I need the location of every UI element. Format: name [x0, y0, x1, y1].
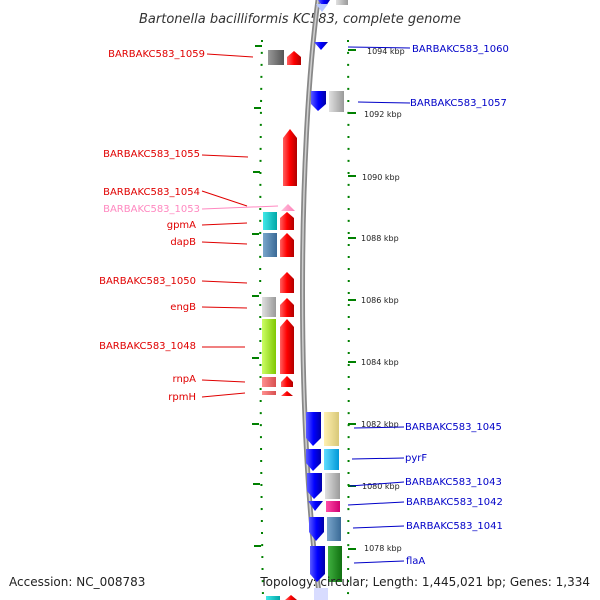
- gene-BARBAKC583_1050[interactable]: [280, 272, 294, 293]
- gene-BARBAKC583_1042[interactable]: [308, 501, 340, 512]
- gene-rpmH[interactable]: [262, 391, 293, 396]
- right-dotted-ruler: [347, 39, 350, 600]
- kbp-label: 1080 kbp: [362, 482, 400, 491]
- gene-partial-bottom-left[interactable]: [266, 595, 297, 600]
- leader-line-pink: [201, 205, 279, 210]
- genome-summary-text: Topology: circular; Length: 1,445,021 bp…: [259, 575, 590, 589]
- label-BARBAKC583_1042[interactable]: BARBAKC583_1042: [406, 497, 503, 508]
- gene-rnpA[interactable]: [262, 376, 293, 387]
- gene-BARBAKC583_1041[interactable]: [309, 517, 341, 541]
- kbp-label: 1092 kbp: [364, 110, 402, 119]
- kbp-label: 1090 kbp: [362, 173, 400, 182]
- right-leader-lines: [347, 46, 411, 564]
- left-major-ticks: [252, 45, 262, 547]
- label-pyrF[interactable]: pyrF: [405, 453, 427, 464]
- label-rnpA[interactable]: rnpA: [173, 374, 197, 385]
- label-BARBAKC583_1045[interactable]: BARBAKC583_1045: [405, 422, 502, 433]
- gene-partial-bottom-right[interactable]: [314, 588, 328, 600]
- gene-BARBAKC583_1048[interactable]: [262, 319, 294, 374]
- kbp-label: 1078 kbp: [364, 544, 402, 553]
- label-BARBAKC583_1048[interactable]: BARBAKC583_1048: [99, 341, 196, 352]
- kbp-label: 1084 kbp: [361, 358, 399, 367]
- label-BARBAKC583_1055[interactable]: BARBAKC583_1055: [103, 149, 200, 160]
- gene-pyrF[interactable]: [306, 449, 339, 471]
- label-BARBAKC583_1054[interactable]: BARBAKC583_1054: [103, 187, 200, 198]
- label-BARBAKC583_1041[interactable]: BARBAKC583_1041: [406, 521, 503, 532]
- label-gpmA[interactable]: gpmA: [167, 220, 196, 231]
- label-BARBAKC583_1053[interactable]: BARBAKC583_1053: [103, 204, 200, 215]
- kbp-label: 1086 kbp: [361, 296, 399, 305]
- gene-BARBAKC583_1060[interactable]: [314, 42, 328, 50]
- gene-BARBAKC583_1043[interactable]: [307, 473, 340, 499]
- gene-flaA[interactable]: [310, 546, 342, 582]
- kbp-label: 1082 kbp: [361, 420, 399, 429]
- kbp-scale-labels: 1094 kbp 1092 kbp 1090 kbp 1088 kbp 1086…: [361, 47, 405, 553]
- label-engB[interactable]: engB: [170, 302, 196, 313]
- kbp-label: 1088 kbp: [361, 234, 399, 243]
- gene-BARBAKC583_1059[interactable]: [268, 50, 301, 65]
- left-leader-lines: [201, 53, 254, 398]
- genome-backbone: [300, 0, 323, 600]
- gene-BARBAKC583_1055[interactable]: [283, 129, 297, 186]
- gene-engB[interactable]: [262, 297, 294, 317]
- left-gene-labels: BARBAKC583_1059 BARBAKC583_1055 BARBAKC5…: [99, 49, 205, 403]
- gene-gpmA[interactable]: [263, 212, 294, 230]
- label-BARBAKC583_1057[interactable]: BARBAKC583_1057: [410, 98, 507, 109]
- label-BARBAKC583_1043[interactable]: BARBAKC583_1043: [405, 477, 502, 488]
- map-title: Bartonella bacilliformis KC583, complete…: [139, 12, 461, 27]
- right-gene-labels: BARBAKC583_1060 BARBAKC583_1057 BARBAKC5…: [405, 44, 509, 567]
- accession-text: Accession: NC_008783: [9, 575, 145, 589]
- gene-BARBAKC583_1053[interactable]: [281, 204, 295, 211]
- gene-dapB[interactable]: [263, 233, 294, 257]
- gene-BARBAKC583_1057[interactable]: [311, 91, 344, 112]
- gene-partial-top[interactable]: [316, 0, 348, 12]
- gene-BARBAKC583_1045[interactable]: [306, 412, 339, 446]
- label-BARBAKC583_1060[interactable]: BARBAKC583_1060: [412, 44, 509, 55]
- label-flaA[interactable]: flaA: [406, 556, 425, 567]
- label-dapB[interactable]: dapB: [170, 237, 196, 248]
- label-BARBAKC583_1050[interactable]: BARBAKC583_1050: [99, 276, 196, 287]
- label-BARBAKC583_1059[interactable]: BARBAKC583_1059: [108, 49, 205, 60]
- kbp-label: 1094 kbp: [367, 47, 405, 56]
- label-rpmH[interactable]: rpmH: [168, 392, 196, 403]
